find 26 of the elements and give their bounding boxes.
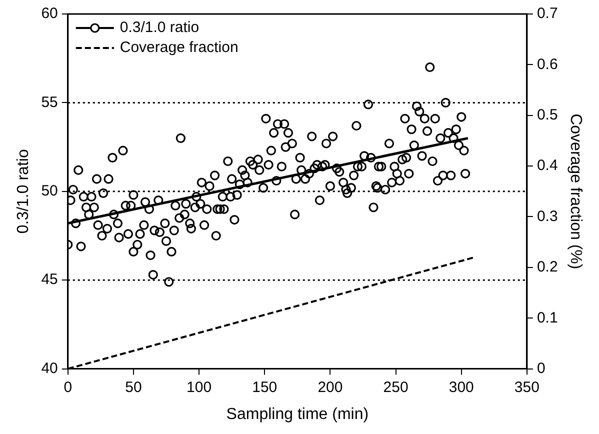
- y2-tick-label: 0.5: [536, 106, 558, 124]
- x-tick-label: 100: [186, 378, 212, 396]
- y2-tick-label: 0.2: [536, 258, 558, 276]
- y2-axis-title: Coverage fraction (%): [566, 114, 584, 270]
- y2-tick-label: 0.7: [536, 5, 558, 22]
- x-tick-label: 300: [448, 378, 474, 396]
- legend-label: 0.3/1.0 ratio: [120, 19, 200, 36]
- x-tick-label: 0: [64, 378, 72, 396]
- legend-label: Coverage fraction: [120, 39, 238, 56]
- y2-tick-label: 0.4: [536, 157, 558, 174]
- y2-tick-label: 0.6: [536, 56, 558, 73]
- y-tick-label: 50: [41, 182, 58, 200]
- x-tick-label: 150: [252, 378, 278, 396]
- y-tick-label: 55: [41, 94, 58, 111]
- y-tick-label: 40: [41, 360, 58, 377]
- y2-tick-label: 0: [536, 360, 546, 377]
- x-tick-label: 350: [514, 378, 540, 396]
- x-tick-label: 50: [125, 378, 142, 396]
- x-axis-title: Sampling time (min): [226, 406, 369, 423]
- y2-tick-label: 0.3: [536, 208, 558, 225]
- y2-tick-label: 0.1: [536, 309, 558, 326]
- y-tick-label: 45: [41, 271, 58, 288]
- x-tick-label: 250: [383, 378, 408, 396]
- y-tick-label: 60: [41, 5, 58, 22]
- y-axis-title: 0.3/1.0 ratio: [15, 149, 32, 234]
- x-tick-label: 200: [318, 378, 343, 396]
